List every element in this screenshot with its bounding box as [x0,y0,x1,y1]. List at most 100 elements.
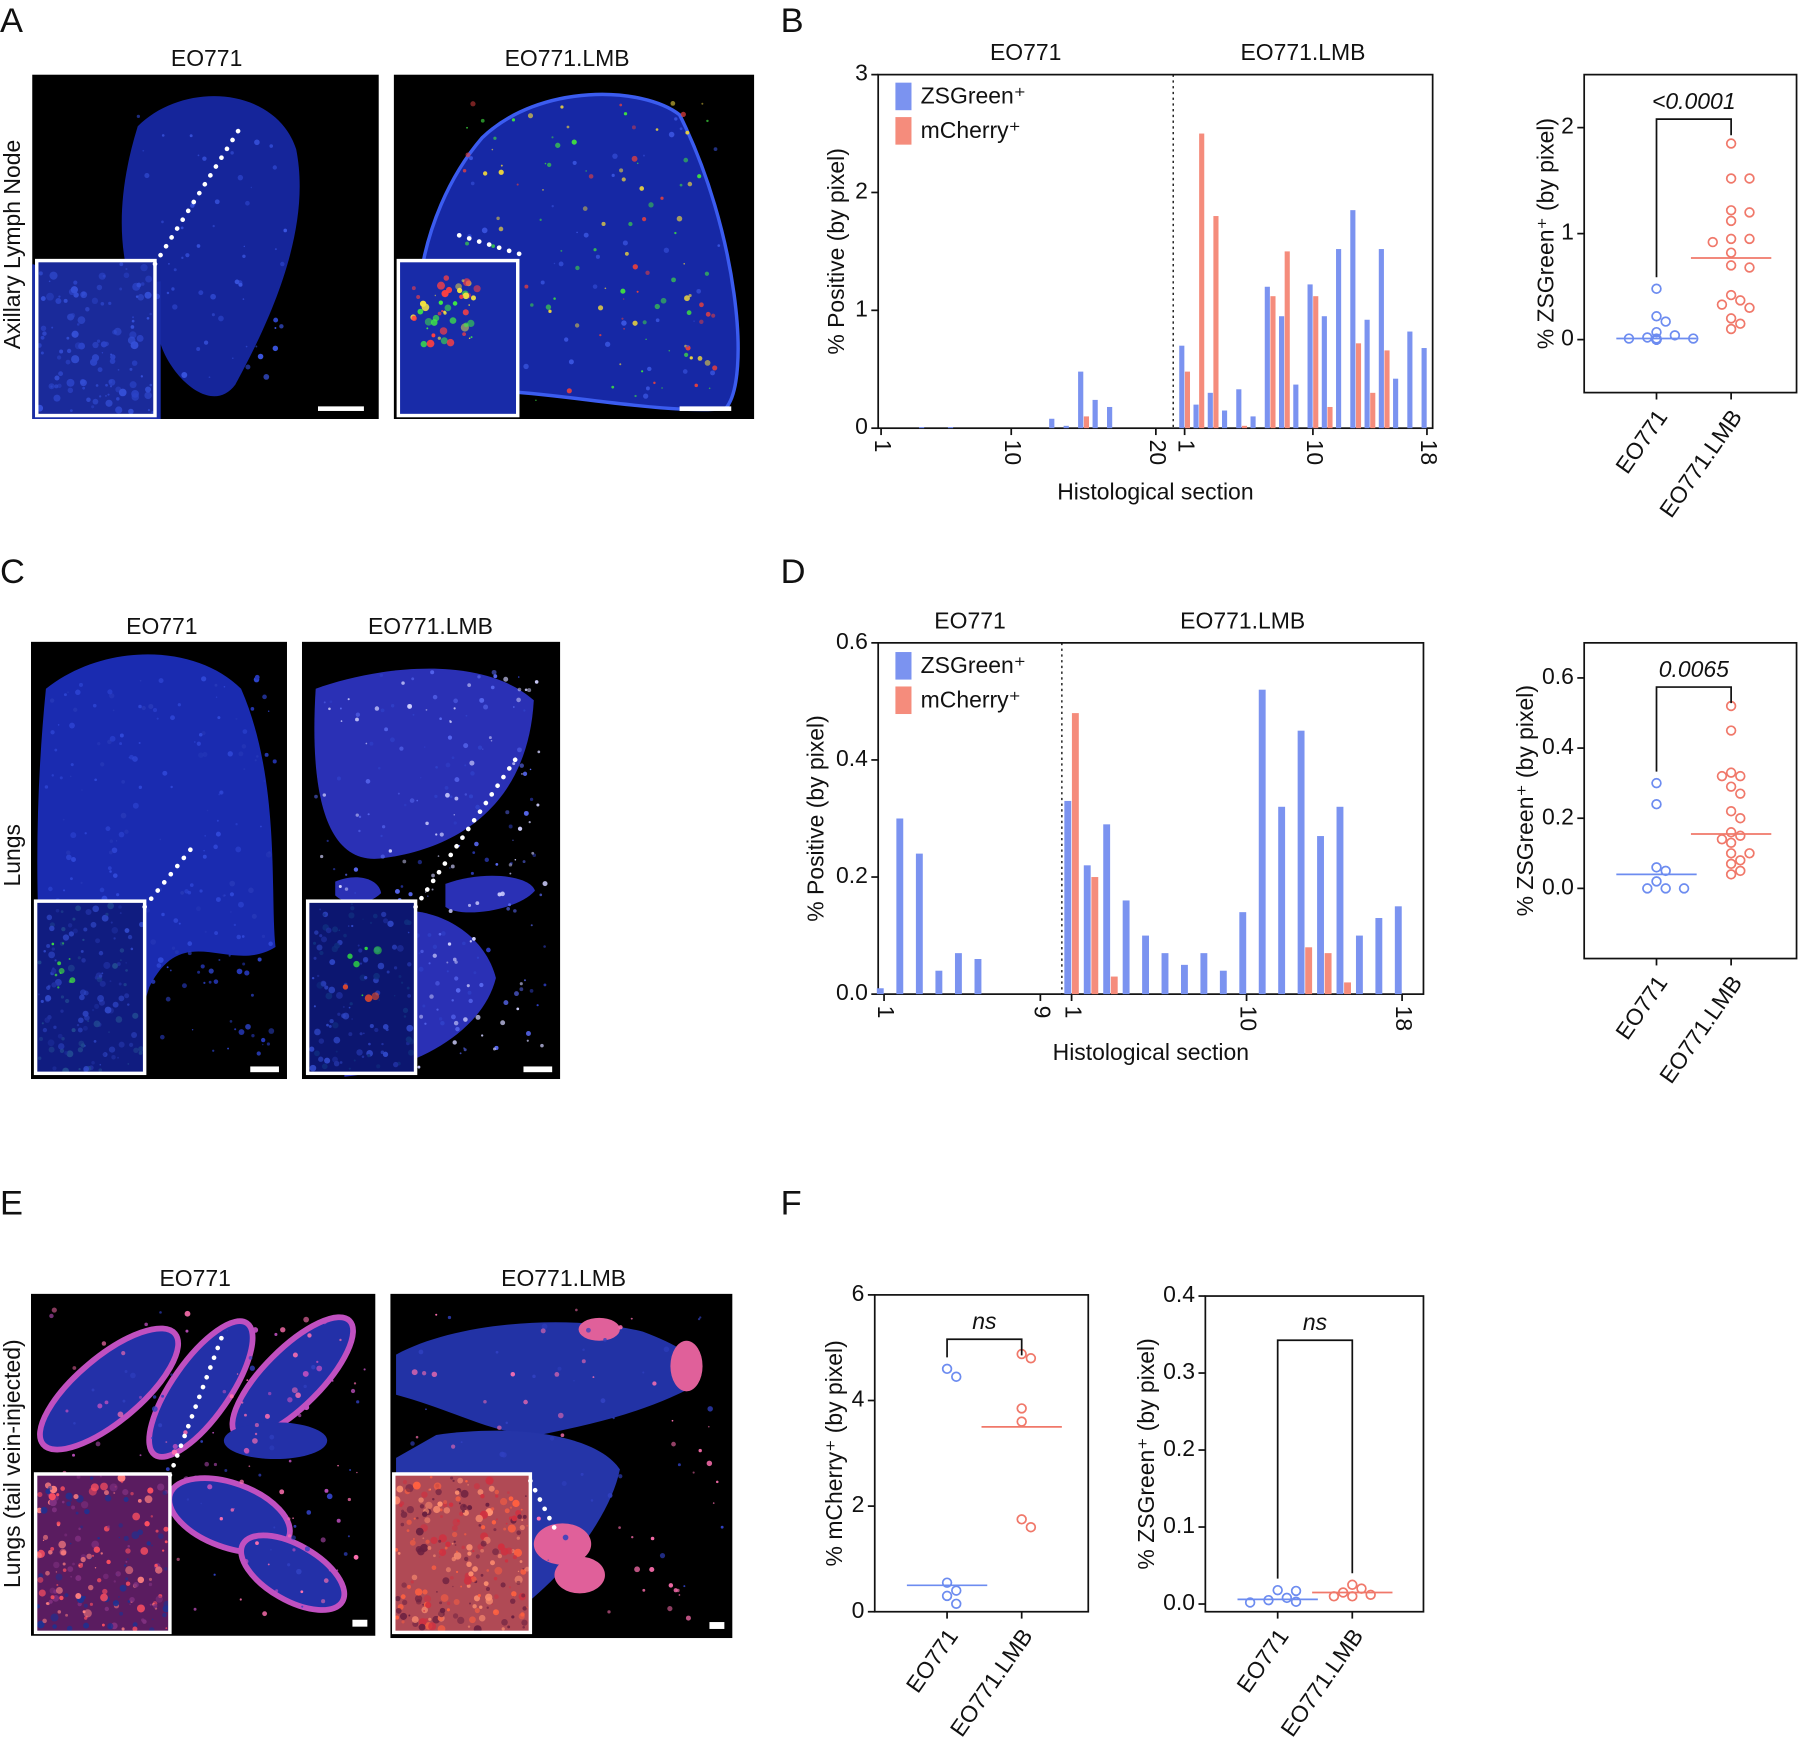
data-point [1735,855,1746,866]
speckle [453,1020,459,1026]
bar [1161,953,1169,995]
speckle [86,1553,92,1560]
speckle [425,1539,430,1544]
speckle [147,409,150,412]
speckle [424,318,433,326]
speckle [68,957,71,960]
speckle [519,987,524,992]
speckle [583,232,589,238]
speckle [322,793,327,797]
speckle [438,1556,441,1558]
speckle [64,1533,68,1537]
speckle [160,1034,165,1040]
speckle [511,1515,518,1522]
bar [1064,800,1072,995]
bar [1407,331,1413,429]
speckle [701,102,704,105]
scale-bar [679,406,732,411]
speckle [100,1482,108,1491]
speckle [611,173,615,177]
speckle [208,980,212,984]
speckle [671,1441,676,1447]
image-title: EO771 [159,1265,230,1291]
speckle [406,1519,412,1525]
speckle [187,890,192,895]
speckle [491,244,496,248]
speckle [73,292,79,298]
speckle [415,1527,424,1536]
speckle [404,919,410,926]
data-point [1660,865,1671,877]
speckle [92,703,97,708]
speckle [109,839,114,843]
speckle [191,1029,194,1031]
speckle [468,337,471,340]
speckle [523,363,529,370]
speckle [150,939,156,945]
speckle [374,1027,379,1033]
speckle [621,317,624,320]
speckle [200,1440,204,1443]
data-point [1725,837,1737,849]
speckle [250,993,254,997]
speckle [451,999,454,1002]
speckle [36,1507,43,1514]
side-label: Axillary Lymph Node [0,140,25,350]
speckle [425,821,429,826]
speckle [52,1066,57,1071]
speckle [138,1046,144,1052]
speckle [402,1480,408,1485]
speckle [69,775,72,778]
speckle [118,905,122,909]
tissue [146,1318,256,1460]
speckle [138,741,141,745]
speckle [46,292,54,301]
speckle [401,1620,405,1624]
significance-label: ns [1303,1309,1327,1335]
speckle [70,1575,72,1578]
data-point [1272,1584,1283,1596]
speckle [144,1521,150,1527]
speckle [500,1020,506,1026]
speckle [449,795,453,799]
data-point [1725,215,1737,227]
speckle [448,909,453,914]
scale-bar [523,1066,553,1073]
speckle [52,1624,57,1629]
speckle [408,931,410,934]
speckle [59,1048,65,1053]
speckle [394,888,400,894]
speckle [201,731,206,736]
speckle [149,1603,152,1606]
data-point [1328,1591,1340,1602]
speckle [181,372,188,378]
speckle [150,1436,154,1440]
speckle [512,706,515,708]
speckle [336,992,343,999]
speckle [99,980,106,987]
speckle [451,756,455,760]
speckle [540,1043,544,1048]
speckle [634,1566,641,1573]
speckle [425,1602,432,1609]
speckle [331,1379,334,1382]
speckle [93,1546,101,1553]
speckle [519,763,524,768]
speckle [479,1605,483,1609]
speckle [103,961,111,969]
speckle [353,1382,357,1385]
speckle [101,1341,107,1346]
tissue [121,96,300,397]
speckle [49,1313,54,1319]
speckle [40,325,47,332]
speckle [67,923,73,928]
speckle [585,170,587,172]
speckle [554,1372,560,1377]
speckle [291,1387,298,1394]
speckle [457,1477,464,1484]
bar [1313,296,1319,429]
speckle [514,991,519,997]
speckle [421,1511,428,1517]
y-tick-label: 0.0 [1163,1589,1195,1615]
